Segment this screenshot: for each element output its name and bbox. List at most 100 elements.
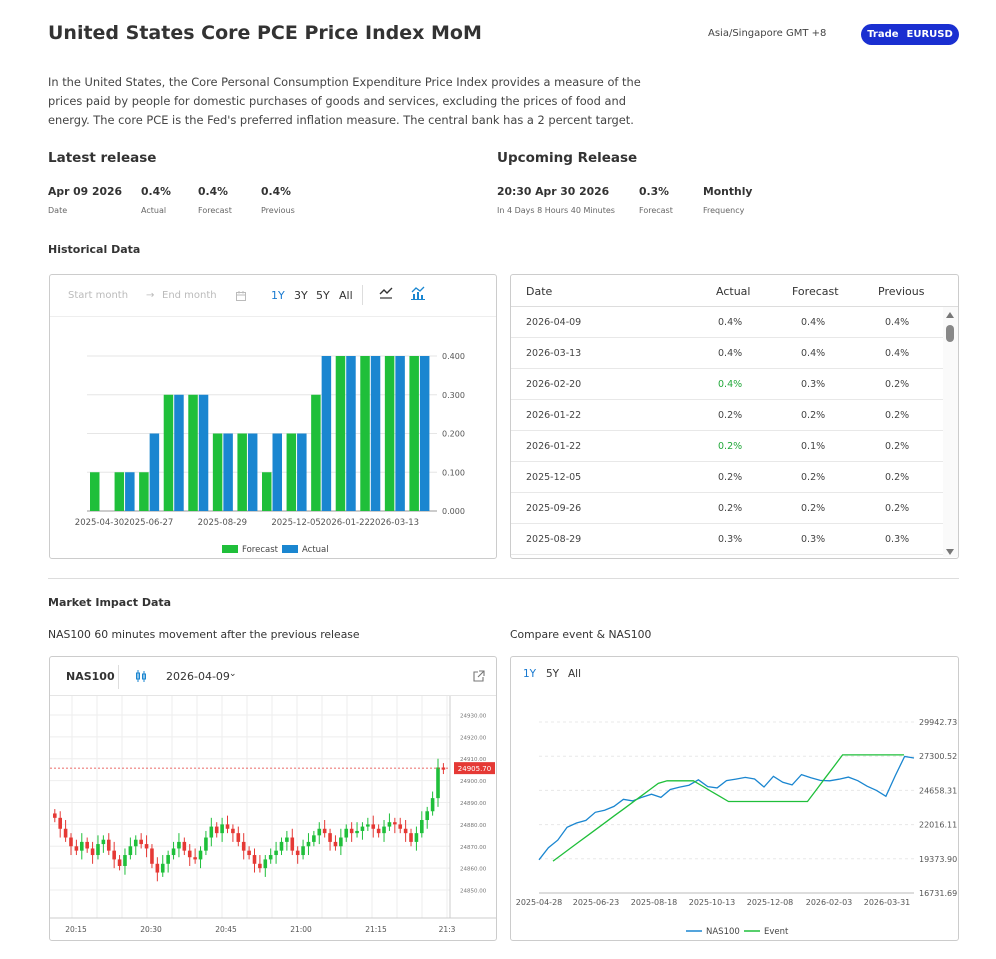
candle-body [112, 850, 116, 860]
arrow-right-icon: → [146, 290, 155, 301]
candle-body [182, 841, 187, 851]
end-month-input[interactable]: End month [162, 290, 217, 301]
candle-body [295, 850, 300, 856]
indicator-description: In the United States, the Core Personal … [48, 75, 641, 127]
candle-body [193, 857, 197, 860]
table-cell: 2025-09-26 [526, 503, 582, 514]
compare-range-1y[interactable]: 1Y [523, 668, 537, 680]
scroll-up-icon[interactable] [946, 312, 954, 318]
bar-actual [125, 472, 135, 511]
candle-body [436, 767, 440, 799]
x-tick-label: 2026-02-03 [806, 898, 853, 907]
y-tick-label: 22016.11 [919, 821, 957, 830]
table-cell: 2026-01-22 [526, 410, 582, 421]
compare-range-all[interactable]: All [568, 668, 582, 680]
bar-forecast [311, 394, 321, 511]
scroll-thumb[interactable] [946, 325, 954, 342]
table-cell: 0.4% [801, 348, 826, 359]
historical-data-title: Historical Data [48, 243, 141, 256]
table-row: 2026-03-13 0.4% 0.4% 0.4% [511, 338, 943, 369]
candle-body [166, 855, 170, 864]
x-tick-label: 2025-10-13 [689, 898, 736, 907]
table-cell: 0.2% [718, 410, 743, 421]
scroll-down-icon[interactable] [946, 549, 954, 555]
bar-forecast [237, 433, 247, 511]
start-month-input[interactable]: Start month [68, 290, 129, 301]
table-cell: 0.2% [885, 503, 910, 514]
candle-body [414, 833, 419, 842]
candle-body [274, 850, 278, 856]
x-tick-label: 2026-01-22 [321, 518, 370, 528]
candle-body [204, 837, 208, 851]
col-previous: Previous [878, 285, 925, 298]
trade-button[interactable]: Trade EURUSD [861, 24, 959, 45]
external-link-icon[interactable] [472, 670, 485, 683]
table-scrollbar[interactable] [943, 307, 958, 557]
upcoming-release-title: Upcoming Release [497, 150, 638, 166]
candle-body [366, 824, 370, 827]
chevron-down-icon[interactable]: ⌄ [229, 669, 237, 679]
candle-body [236, 833, 241, 842]
candle-body [312, 835, 316, 842]
bar-actual [346, 356, 356, 511]
candle-body [263, 859, 268, 869]
y-tick-label: 0.200 [442, 430, 465, 439]
candle-body [53, 813, 57, 818]
table-row: 2025-09-26 0.2% 0.2% 0.2% [511, 493, 943, 524]
date-select[interactable]: 2026-04-09 [166, 670, 230, 683]
candle-body [198, 850, 203, 860]
x-tick-label: 2025-12-05 [271, 518, 320, 528]
latest-date: Apr 09 2026 [48, 185, 123, 198]
candle-body [306, 841, 311, 847]
calendar-icon[interactable] [235, 290, 247, 302]
line-chart-icon[interactable] [379, 286, 393, 300]
bar-actual [272, 433, 282, 511]
table-cell: 0.4% [718, 317, 743, 328]
compare-range-5y[interactable]: 5Y [546, 668, 560, 680]
x-tick-label: 21:15 [365, 925, 387, 934]
toolbar-divider [362, 285, 363, 305]
bar-actual [370, 356, 381, 511]
candle-body [106, 839, 111, 851]
x-tick-label: 20:30 [140, 925, 162, 934]
candle-body [349, 828, 354, 834]
bar-forecast [384, 356, 395, 511]
candlestick-icon[interactable] [135, 670, 147, 683]
latest-forecast-label: Forecast [198, 206, 232, 215]
bar-forecast [90, 472, 100, 511]
upcoming-frequency-label: Frequency [703, 206, 745, 215]
bar-actual [321, 356, 332, 511]
candle-body [360, 826, 365, 831]
x-tick-label: 20:15 [65, 925, 87, 934]
table-row: 2025-08-29 0.3% 0.3% 0.3% [511, 524, 943, 555]
table-row: 2026-02-20 0.4% 0.3% 0.2% [511, 369, 943, 400]
candle-body [398, 824, 403, 829]
table-cell: 0.4% [718, 348, 743, 359]
range-1y[interactable]: 1Y [271, 289, 285, 302]
bar-actual [174, 394, 184, 511]
legend-label-actual: Actual [302, 545, 329, 555]
range-all[interactable]: All [339, 289, 353, 302]
table-cell: 2026-01-22 [526, 441, 582, 452]
bar-forecast [188, 394, 198, 511]
candle-body [144, 844, 149, 849]
y-tick-label: 0.300 [442, 391, 465, 400]
range-3y[interactable]: 3Y [294, 289, 308, 302]
table-cell: 0.4% [885, 317, 910, 328]
table-cell: 0.4% [801, 317, 826, 328]
range-5y[interactable]: 5Y [316, 289, 330, 302]
y-tick-label: 24860.00 [460, 867, 487, 873]
bar-forecast [286, 433, 297, 511]
bar-actual [149, 433, 160, 511]
latest-release-title: Latest release [48, 150, 157, 166]
candle-body [247, 850, 251, 856]
symbol-label: NAS100 [66, 670, 115, 683]
y-tick-label: 24900.00 [460, 779, 487, 785]
bar-forecast [212, 433, 223, 511]
legend-swatch-actual [282, 545, 298, 553]
table-cell: 0.2% [801, 503, 826, 514]
bar-actual [297, 433, 307, 511]
candle-chart-panel: NAS100 2026-04-09 ⌄ 24850.00 24860.00 2487… [49, 656, 497, 941]
section-divider [48, 578, 959, 579]
bar-chart-icon[interactable] [410, 285, 426, 301]
